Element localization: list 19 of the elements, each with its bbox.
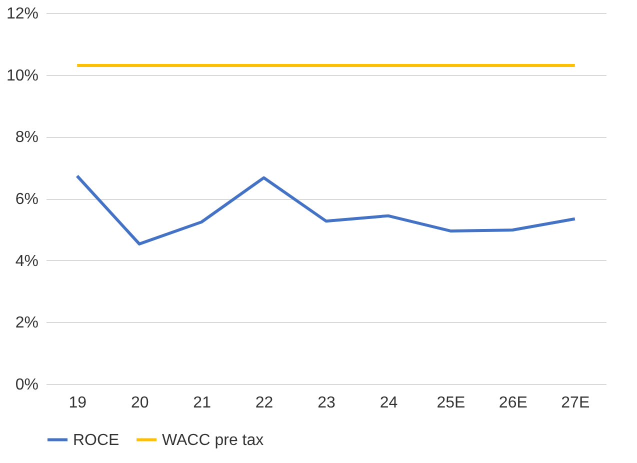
- y-tick-label: 8%: [15, 129, 38, 146]
- x-tick-label: 19: [68, 394, 87, 412]
- x-tick-label: 20: [130, 394, 149, 412]
- x-tick-label: 21: [193, 394, 212, 412]
- legend-label: WACC pre tax: [162, 432, 264, 449]
- line-series: [76, 174, 576, 246]
- y-tick-label: 10%: [6, 67, 38, 84]
- y-tick-label: 2%: [15, 314, 38, 332]
- legend-label: ROCE: [73, 432, 120, 449]
- y-tick-label: 12%: [6, 6, 38, 22]
- x-tick-label: 23: [318, 394, 336, 412]
- y-tick-label: 4%: [15, 252, 38, 270]
- x-tick-label: 24: [380, 394, 398, 412]
- x-tick-label: 26E: [498, 394, 528, 412]
- x-tick-label: 22: [255, 394, 274, 412]
- x-tick-label: 25E: [436, 394, 466, 412]
- y-tick-label: 6%: [15, 191, 38, 208]
- y-tick-label: 0%: [15, 376, 38, 394]
- x-tick-label: 27E: [561, 394, 590, 412]
